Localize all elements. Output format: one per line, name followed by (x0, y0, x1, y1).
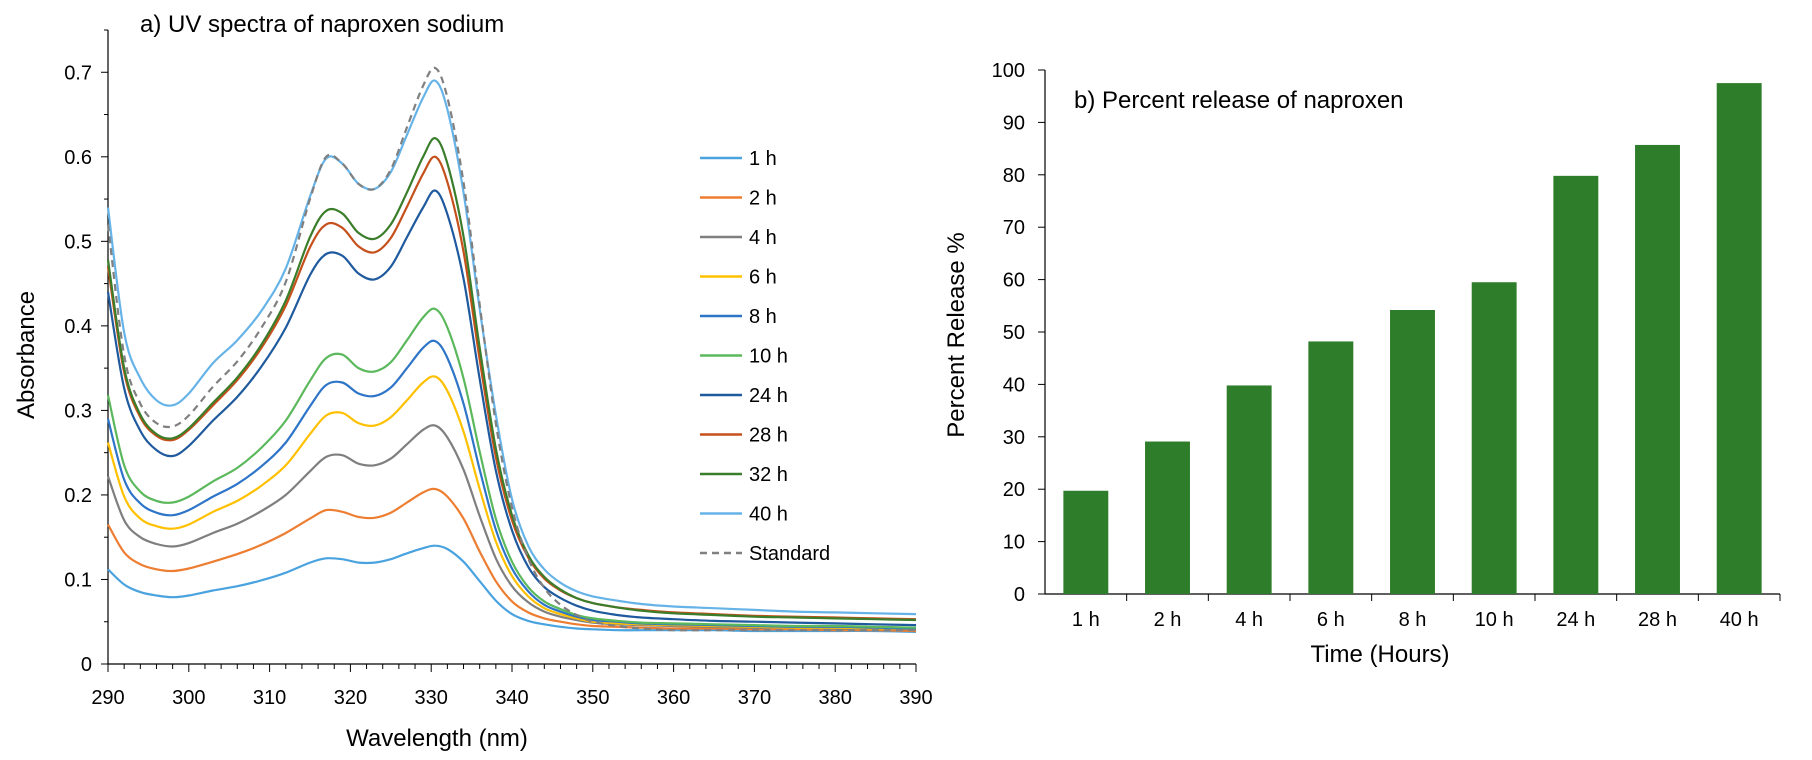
spectra-y-tick-label: 0.4 (64, 316, 92, 338)
spectra-x-tick-label: 320 (334, 687, 367, 709)
legend-label-4-h: 4 h (749, 227, 777, 249)
spectra-chart: a) UV spectra of naproxen sodium Absorba… (13, 11, 933, 752)
release-y-tick-label: 80 (1003, 165, 1025, 187)
release-bars (1063, 83, 1762, 594)
release-x-axis-label: Time (Hours) (1310, 641, 1449, 668)
release-axes: 0 10 20 30 40 50 60 70 80 90 100 1 h 2 h 4 h 6 h 8 h 10 … (992, 60, 1781, 631)
spectra-y-tick-label: 0 (81, 654, 92, 676)
release-y-tick-label: 50 (1003, 322, 1025, 344)
release-y-tick-label: 30 (1003, 427, 1025, 449)
release-bar-2-h (1145, 441, 1190, 594)
spectra-x-tick-label: 300 (172, 687, 205, 709)
spectra-x-tick-label: 350 (576, 687, 609, 709)
release-y-tick-label: 40 (1003, 374, 1025, 396)
spectra-y-tick-label: 0.2 (64, 485, 92, 507)
release-chart: b) Percent release of naproxen Percent R… (943, 60, 1781, 668)
spectra-x-tick-label: 290 (91, 687, 124, 709)
release-bar-28-h (1635, 144, 1680, 594)
release-x-tick-label: 8 h (1399, 609, 1427, 631)
spectra-y-tick-label: 0.1 (64, 569, 92, 591)
legend-label-32-h: 32 h (749, 464, 788, 486)
release-y-tick-label: 100 (992, 60, 1025, 82)
release-y-tick-label: 20 (1003, 479, 1025, 501)
release-y-tick-label: 10 (1003, 532, 1025, 554)
spectra-x-tick-label: 310 (253, 687, 286, 709)
spectra-y-tick-label: 0.6 (64, 147, 92, 169)
release-x-tick-label: 10 h (1475, 609, 1514, 631)
spectra-x-tick-label: 370 (738, 687, 771, 709)
release-bar-6-h (1308, 341, 1354, 594)
release-x-tick-label: 6 h (1317, 609, 1345, 631)
legend-label-10-h: 10 h (749, 346, 788, 368)
spectra-x-tick-label: 380 (819, 687, 852, 709)
spectra-series-line-10-h (106, 307, 917, 629)
release-bar-4-h (1226, 385, 1272, 594)
spectra-x-tick-label: 330 (415, 687, 448, 709)
release-x-tick-label: 4 h (1235, 609, 1263, 631)
release-bar-1-h (1063, 490, 1109, 594)
spectra-x-axis-label: Wavelength (nm) (346, 725, 528, 752)
spectra-legend: 1 h 2 h 4 h 6 h 8 h 10 h 24 h 28 h 32 h 40 h Stand… (700, 148, 830, 565)
spectra-y-tick-label: 0.3 (64, 400, 92, 422)
legend-label-24-h: 24 h (749, 385, 788, 407)
spectra-series-line-24-h (106, 189, 917, 627)
release-title: b) Percent release of naproxen (1074, 87, 1404, 114)
release-y-tick-label: 0 (1014, 584, 1025, 606)
spectra-axes: 0 0.1 0.2 0.3 0.4 0.5 0.6 0.7 290 300 310 320 330 340… (64, 29, 933, 709)
release-x-tick-label: 28 h (1638, 609, 1677, 631)
spectra-lines (106, 66, 917, 633)
release-y-tick-label: 60 (1003, 270, 1025, 292)
release-y-axis-label: Percent Release % (943, 232, 970, 437)
spectra-series-line-32-h (106, 137, 917, 622)
spectra-y-axis-label: Absorbance (13, 291, 40, 419)
release-x-tick-label: 1 h (1072, 609, 1100, 631)
spectra-x-tick-label: 360 (657, 687, 690, 709)
legend-label-40-h: 40 h (749, 504, 788, 526)
legend-label-2-h: 2 h (749, 188, 777, 210)
spectra-series-line-40-h (106, 79, 917, 616)
release-bar-10-h (1471, 282, 1517, 594)
release-x-tick-label: 24 h (1556, 609, 1595, 631)
spectra-y-tick-label: 0.7 (64, 62, 92, 84)
legend-label-28-h: 28 h (749, 425, 788, 447)
release-bar-24-h (1553, 175, 1599, 594)
legend-label-1-h: 1 h (749, 148, 777, 170)
spectra-y-tick-label: 0.5 (64, 231, 92, 253)
legend-label-6-h: 6 h (749, 267, 777, 289)
spectra-title: a) UV spectra of naproxen sodium (140, 11, 504, 38)
release-y-tick-label: 70 (1003, 217, 1025, 239)
release-y-tick-label: 90 (1003, 112, 1025, 134)
spectra-x-tick-label: 340 (495, 687, 528, 709)
spectra-x-tick-label: 390 (899, 687, 932, 709)
release-x-tick-label: 2 h (1154, 609, 1182, 631)
legend-label-8-h: 8 h (749, 306, 777, 328)
legend-label-standard: Standard (749, 543, 830, 565)
spectra-series-line-2-h (107, 487, 917, 633)
release-x-tick-label: 40 h (1720, 609, 1759, 631)
release-bar-8-h (1390, 309, 1435, 594)
release-bar-40-h (1716, 83, 1762, 594)
spectra-series-line-standard (106, 66, 916, 632)
